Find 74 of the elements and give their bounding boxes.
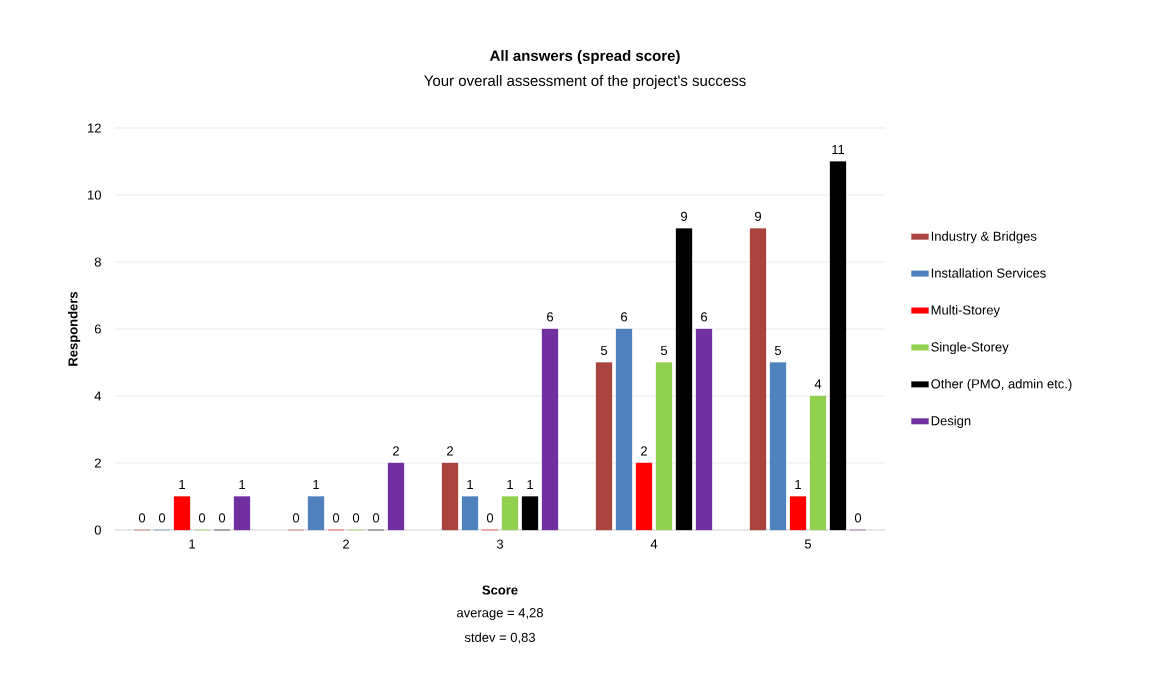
bar bbox=[769, 362, 787, 531]
legend-label: Design bbox=[931, 415, 971, 428]
data-label: 0 bbox=[854, 513, 862, 523]
data-label: 1 bbox=[795, 480, 801, 489]
data-label: 5 bbox=[600, 345, 608, 355]
bar bbox=[749, 228, 767, 531]
data-label: 6 bbox=[621, 312, 628, 322]
bar bbox=[387, 462, 405, 531]
chart-title: All answers (spread score) bbox=[489, 50, 680, 64]
y-tick-label: 12 bbox=[88, 123, 101, 133]
bar bbox=[789, 496, 807, 531]
x-tick-label: 2 bbox=[343, 539, 349, 549]
data-label: 1 bbox=[467, 480, 473, 489]
y-tick-label: 4 bbox=[94, 391, 102, 401]
bar bbox=[695, 328, 713, 531]
data-label: 0 bbox=[138, 513, 146, 523]
bar bbox=[675, 228, 693, 531]
data-label: 1 bbox=[179, 480, 185, 489]
data-label: 9 bbox=[755, 211, 762, 221]
bar bbox=[635, 462, 653, 531]
y-tick-label: 6 bbox=[94, 324, 101, 334]
y-tick-label: 2 bbox=[94, 458, 101, 468]
bar bbox=[461, 496, 479, 531]
bar bbox=[173, 496, 191, 531]
x-tick-label: 3 bbox=[496, 539, 504, 549]
legend-label: Industry & Bridges bbox=[931, 231, 1037, 244]
bar bbox=[307, 496, 325, 531]
bar bbox=[441, 462, 459, 531]
legend-label: Single-Storey bbox=[931, 341, 1009, 355]
chart-subtitle: Your overall assessment of the project's success bbox=[424, 75, 746, 89]
data-label: 0 bbox=[158, 513, 166, 523]
bar bbox=[595, 362, 613, 531]
data-label: 6 bbox=[547, 312, 554, 322]
data-label: 0 bbox=[372, 513, 380, 523]
bar bbox=[501, 496, 519, 531]
x-tick-label: 5 bbox=[804, 539, 812, 549]
bar bbox=[655, 362, 673, 531]
legend-label: Other (PMO, admin etc.) bbox=[931, 378, 1072, 392]
x-tick-label: 1 bbox=[189, 539, 195, 549]
bar bbox=[521, 496, 539, 531]
legend-label: Multi-Storey bbox=[931, 305, 1000, 318]
data-label: 0 bbox=[218, 513, 226, 523]
x-axis-title: Score bbox=[482, 585, 518, 595]
data-label: 1 bbox=[239, 480, 245, 489]
data-label: 6 bbox=[701, 312, 708, 322]
data-label: 0 bbox=[198, 513, 206, 523]
data-label: 2 bbox=[641, 446, 647, 456]
bar bbox=[541, 328, 559, 531]
bar bbox=[615, 328, 633, 531]
data-label: 1 bbox=[527, 480, 533, 489]
x-tick-label: 4 bbox=[650, 539, 658, 549]
y-axis-title: Responders bbox=[68, 291, 81, 366]
data-label: 1 bbox=[313, 480, 319, 489]
data-label: 4 bbox=[814, 379, 822, 389]
data-label: 5 bbox=[660, 345, 668, 355]
data-label: 9 bbox=[681, 211, 688, 221]
text: stdev = 0,83 bbox=[464, 632, 536, 644]
data-label: 5 bbox=[774, 345, 782, 355]
data-label: 2 bbox=[393, 446, 399, 456]
data-label: 0 bbox=[332, 513, 340, 523]
y-tick-label: 8 bbox=[94, 257, 101, 267]
data-label: 2 bbox=[447, 446, 453, 456]
data-label: 11 bbox=[832, 145, 845, 154]
y-tick-label: 10 bbox=[88, 190, 101, 200]
bar bbox=[829, 161, 847, 531]
data-label: 0 bbox=[352, 513, 360, 523]
data-label: 0 bbox=[292, 513, 300, 523]
bar bbox=[809, 395, 827, 531]
text: average = 4,28 bbox=[457, 608, 543, 620]
legend-label: Installation Services bbox=[931, 268, 1046, 278]
y-tick-label: 0 bbox=[94, 525, 101, 535]
data-label: 0 bbox=[486, 513, 494, 523]
bar bbox=[233, 496, 251, 531]
data-label: 1 bbox=[507, 480, 513, 489]
